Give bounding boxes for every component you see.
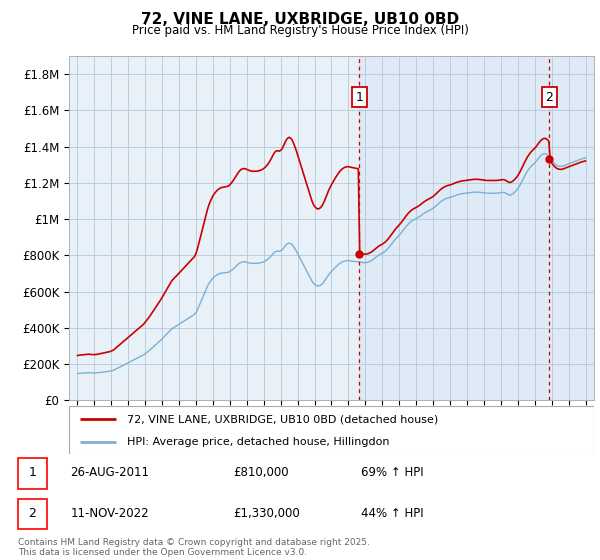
Text: £810,000: £810,000 bbox=[233, 466, 289, 479]
Text: 26-AUG-2011: 26-AUG-2011 bbox=[70, 466, 149, 479]
Bar bbox=[359, 56, 594, 400]
Text: 72, VINE LANE, UXBRIDGE, UB10 0BD: 72, VINE LANE, UXBRIDGE, UB10 0BD bbox=[141, 12, 459, 27]
Text: 11-NOV-2022: 11-NOV-2022 bbox=[70, 507, 149, 520]
Text: 1: 1 bbox=[28, 466, 37, 479]
Text: 1: 1 bbox=[356, 91, 364, 104]
Text: 69% ↑ HPI: 69% ↑ HPI bbox=[361, 466, 424, 479]
FancyBboxPatch shape bbox=[69, 406, 594, 454]
Text: 44% ↑ HPI: 44% ↑ HPI bbox=[361, 507, 424, 520]
Text: HPI: Average price, detached house, Hillingdon: HPI: Average price, detached house, Hill… bbox=[127, 437, 389, 447]
Text: £1,330,000: £1,330,000 bbox=[233, 507, 300, 520]
FancyBboxPatch shape bbox=[18, 498, 47, 530]
Text: Contains HM Land Registry data © Crown copyright and database right 2025.
This d: Contains HM Land Registry data © Crown c… bbox=[18, 538, 370, 557]
Text: 2: 2 bbox=[28, 507, 37, 520]
Text: 72, VINE LANE, UXBRIDGE, UB10 0BD (detached house): 72, VINE LANE, UXBRIDGE, UB10 0BD (detac… bbox=[127, 414, 438, 424]
Text: Price paid vs. HM Land Registry's House Price Index (HPI): Price paid vs. HM Land Registry's House … bbox=[131, 24, 469, 36]
Text: 2: 2 bbox=[545, 91, 553, 104]
FancyBboxPatch shape bbox=[18, 458, 47, 489]
